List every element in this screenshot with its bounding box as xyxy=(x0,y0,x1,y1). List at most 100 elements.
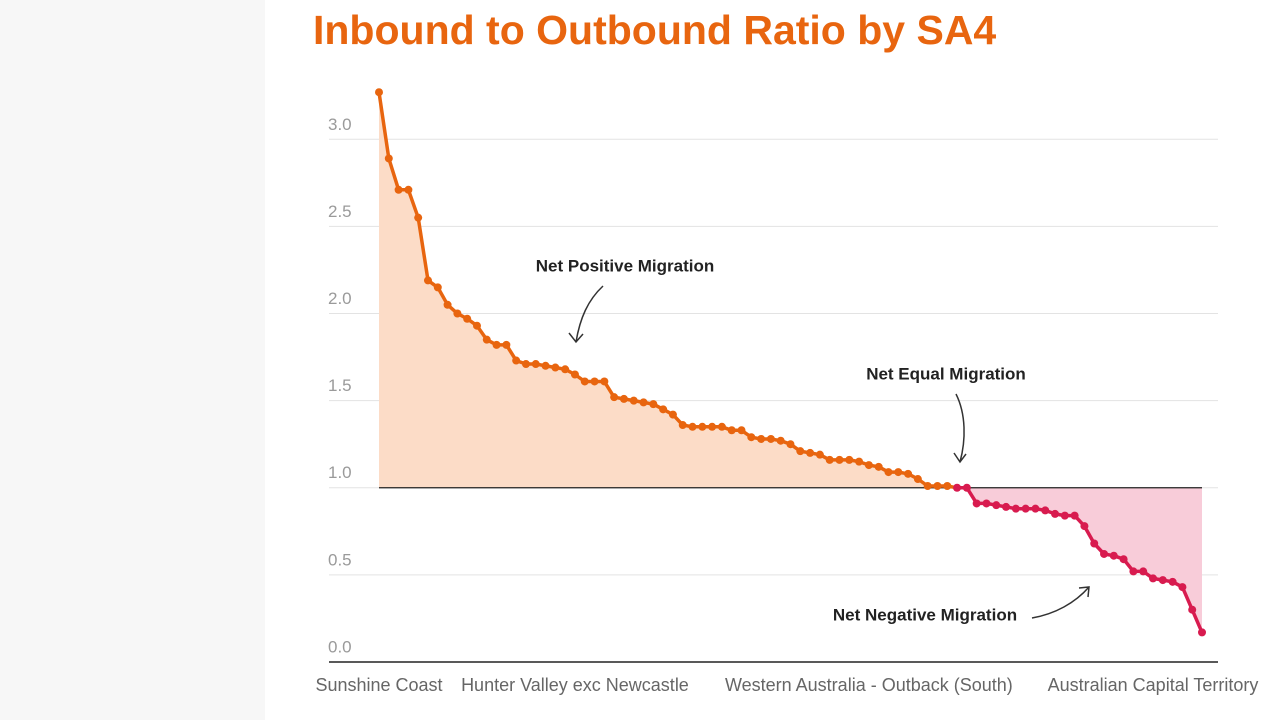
point xyxy=(815,450,824,459)
point xyxy=(1051,509,1060,518)
point xyxy=(1070,511,1079,520)
point xyxy=(394,185,403,194)
point xyxy=(796,447,805,456)
point xyxy=(512,356,521,365)
point xyxy=(472,321,481,330)
point xyxy=(874,462,883,471)
point xyxy=(433,283,442,292)
point xyxy=(492,340,501,349)
x-tick-label: Sunshine Coast xyxy=(315,675,442,695)
point xyxy=(580,377,589,386)
point xyxy=(953,483,962,492)
point xyxy=(766,434,775,443)
point xyxy=(1031,504,1040,513)
point xyxy=(561,365,570,374)
point xyxy=(1119,555,1128,564)
point xyxy=(698,422,707,431)
point xyxy=(600,377,609,386)
point xyxy=(541,361,550,370)
point xyxy=(776,436,785,445)
point xyxy=(668,410,677,419)
point xyxy=(414,213,423,222)
point xyxy=(1060,511,1069,520)
annotation: Net Equal Migration xyxy=(866,364,1026,383)
point xyxy=(708,422,717,431)
point xyxy=(913,475,922,484)
point xyxy=(835,455,844,464)
chart-title: Inbound to Outbound Ratio by SA4 xyxy=(313,7,996,53)
point xyxy=(747,433,756,442)
point xyxy=(806,448,815,457)
point xyxy=(962,483,971,492)
point xyxy=(659,405,668,414)
point xyxy=(825,455,834,464)
point xyxy=(943,482,952,491)
point xyxy=(678,421,687,430)
annotation: Net Positive Migration xyxy=(536,256,715,275)
area xyxy=(379,92,958,488)
point xyxy=(717,422,726,431)
y-tick-label: 1.5 xyxy=(328,376,352,395)
x-tick-label: Hunter Valley exc Newcastle xyxy=(461,675,689,695)
point xyxy=(404,185,413,194)
point xyxy=(923,482,932,491)
point xyxy=(786,440,795,449)
y-tick-label: 2.0 xyxy=(328,289,352,308)
point xyxy=(531,360,540,369)
point xyxy=(1021,504,1030,513)
point xyxy=(423,276,432,285)
point xyxy=(443,300,452,309)
point xyxy=(453,309,462,318)
point xyxy=(590,377,599,386)
point xyxy=(727,426,736,435)
point xyxy=(904,469,913,478)
point xyxy=(570,370,579,379)
point xyxy=(1158,576,1167,585)
point xyxy=(1198,628,1206,637)
point xyxy=(619,394,628,403)
annotation-arrow xyxy=(953,393,967,464)
side-panel xyxy=(0,0,265,720)
point xyxy=(845,455,854,464)
point xyxy=(482,335,491,344)
point xyxy=(1168,577,1177,586)
plot xyxy=(329,88,1218,663)
y-tick-label: 3.0 xyxy=(328,115,352,134)
point xyxy=(1002,502,1011,511)
point xyxy=(1109,551,1118,560)
point xyxy=(864,461,873,470)
point xyxy=(375,88,383,97)
point xyxy=(884,468,893,477)
x-tick-label: Australian Capital Territory xyxy=(1048,675,1259,695)
point xyxy=(737,426,746,435)
point xyxy=(649,400,658,409)
point xyxy=(1011,504,1020,513)
point xyxy=(629,396,638,405)
x-tick-label: Western Australia - Outback (South) xyxy=(725,675,1013,695)
y-tick-label: 0.5 xyxy=(328,550,352,569)
point xyxy=(933,482,942,491)
point xyxy=(1129,567,1138,576)
point xyxy=(992,501,1001,510)
point xyxy=(1178,583,1187,592)
point xyxy=(1041,506,1050,515)
point xyxy=(972,499,981,508)
point xyxy=(894,468,903,477)
point xyxy=(1080,522,1089,531)
y-tick-label: 2.5 xyxy=(328,202,352,221)
point xyxy=(1100,549,1109,558)
point xyxy=(521,360,530,369)
point xyxy=(1188,605,1197,614)
point xyxy=(688,422,697,431)
y-tick-label: 1.0 xyxy=(328,463,352,482)
y-tick-label: 0.0 xyxy=(328,637,352,656)
point xyxy=(855,457,864,466)
point xyxy=(551,363,560,372)
point xyxy=(502,340,511,349)
point xyxy=(639,398,648,407)
point xyxy=(384,154,393,163)
point xyxy=(1090,539,1099,548)
annotation: Net Negative Migration xyxy=(833,605,1017,624)
